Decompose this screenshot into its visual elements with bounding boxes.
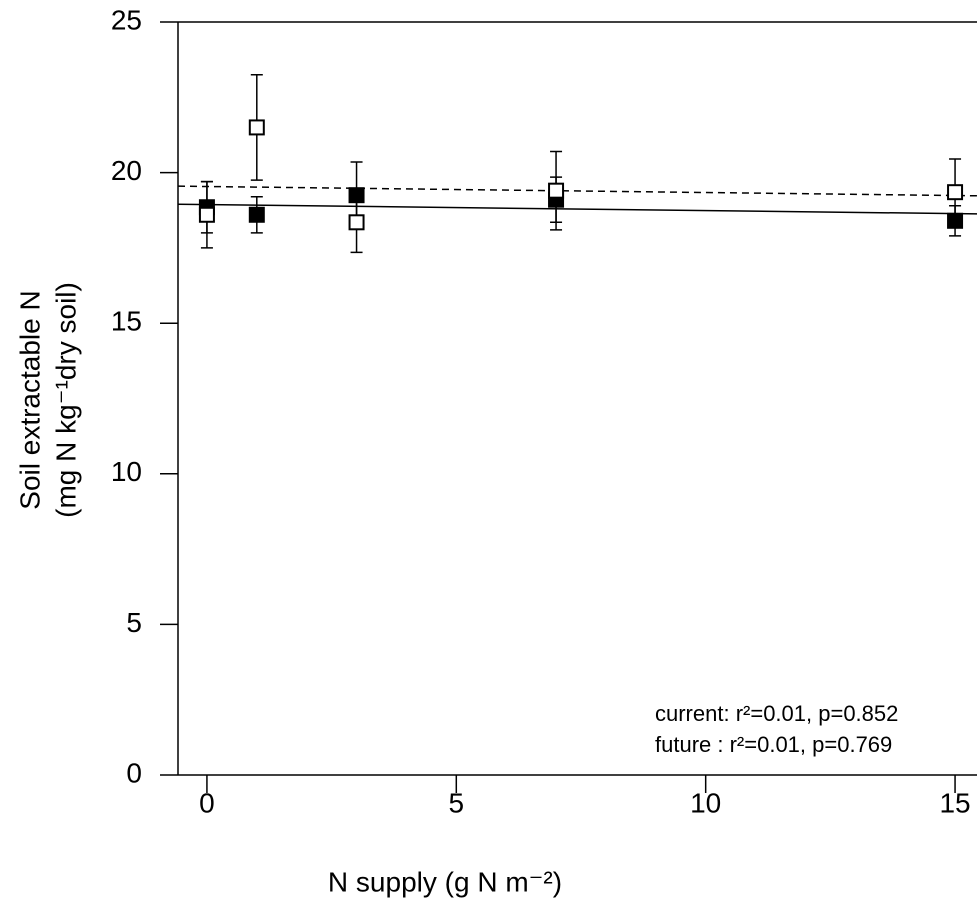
- marker: [348, 214, 365, 231]
- x-tick-label: 5: [449, 787, 465, 818]
- marker: [947, 184, 964, 201]
- annotation: future : r²=0.01, p=0.769: [655, 732, 892, 757]
- y-tick-label: 25: [111, 4, 142, 35]
- marker: [548, 182, 565, 199]
- y-tick-label: 0: [126, 757, 142, 788]
- fit-line: [177, 203, 977, 215]
- fit-line: [177, 185, 977, 197]
- marker: [248, 119, 265, 136]
- x-tick-label: 10: [690, 787, 721, 818]
- y-tick-label: 5: [126, 607, 142, 638]
- y-tick-label: 15: [111, 306, 142, 337]
- y-axis-label: (mg N kg⁻¹dry soil): [50, 282, 81, 518]
- marker: [248, 206, 265, 223]
- y-tick-label: 10: [111, 456, 142, 487]
- x-tick-label: 0: [199, 787, 215, 818]
- x-axis-label: N supply (g N m⁻²): [328, 866, 562, 897]
- annotation: current: r²=0.01, p=0.852: [655, 701, 898, 726]
- y-axis-label: Soil extractable N: [14, 290, 45, 509]
- y-tick-label: 20: [111, 155, 142, 186]
- x-tick-label: 15: [939, 787, 970, 818]
- marker: [198, 206, 215, 223]
